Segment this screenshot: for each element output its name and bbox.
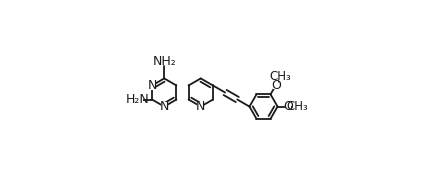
Bar [161,102,168,111]
Text: H₂N: H₂N [125,93,150,106]
Bar [292,103,303,110]
Bar [275,73,286,81]
Text: NH₂: NH₂ [152,55,176,68]
Text: CH₃: CH₃ [287,100,308,113]
Bar [286,103,291,110]
Bar [149,81,156,90]
Text: N: N [196,100,206,113]
Bar [159,58,170,65]
Text: O: O [271,79,281,92]
Text: N: N [160,100,169,113]
Bar [132,96,143,103]
Text: CH₃: CH₃ [270,70,291,83]
Text: O: O [283,100,293,113]
Text: N: N [147,79,157,92]
Bar [273,81,279,89]
Bar [197,102,204,111]
